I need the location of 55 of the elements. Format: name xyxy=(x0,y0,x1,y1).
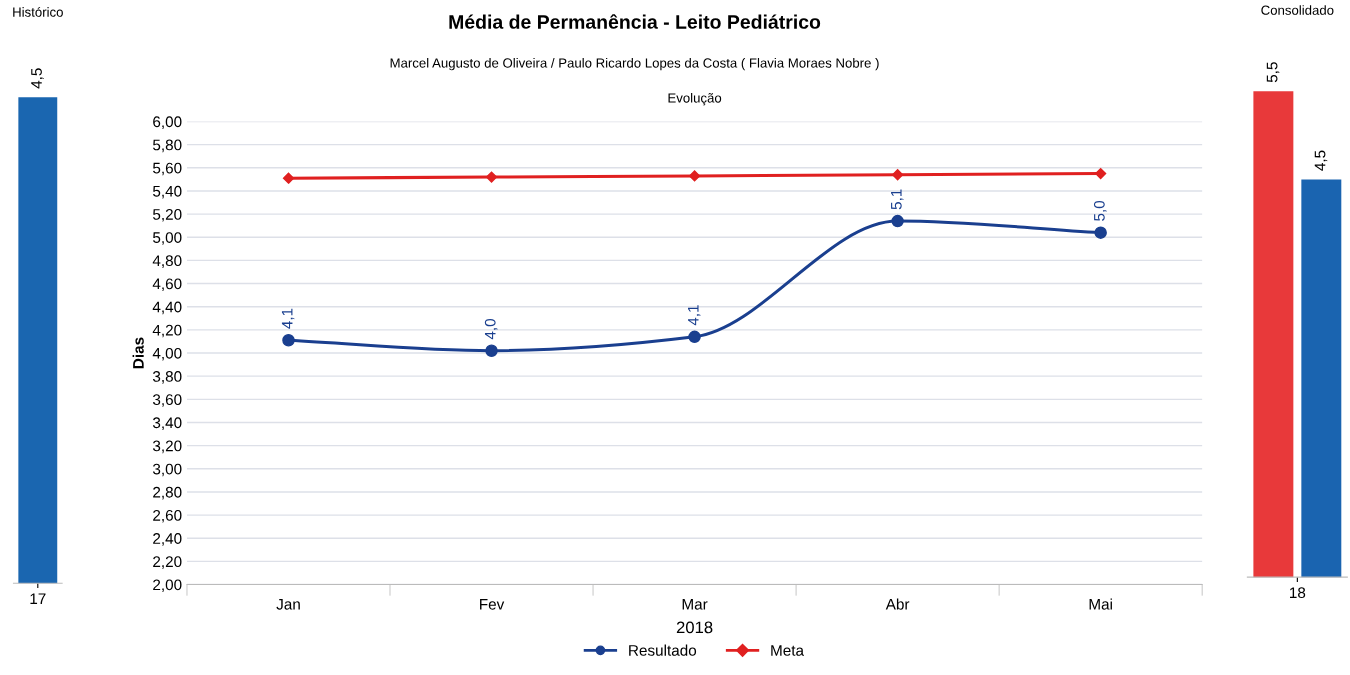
y-tick-label: 3,20 xyxy=(152,440,182,454)
x-tick-label: Mar xyxy=(682,599,708,610)
y-tick-label: 2,00 xyxy=(153,579,182,593)
point xyxy=(1094,226,1107,239)
point xyxy=(282,334,295,347)
data-label: 4,1 xyxy=(688,305,701,326)
data-label: 4,1 xyxy=(281,308,295,329)
point xyxy=(1095,167,1107,180)
legend-label: Meta xyxy=(771,645,805,656)
data-label: 4,0 xyxy=(484,318,498,340)
chart-subtitle: Marcel Augusto de Oliveira / Paulo Ricardo Lopes da Costa ( Flavia Moraes Nobre ) xyxy=(390,57,879,71)
point xyxy=(688,330,701,344)
chart-title: Histórico xyxy=(13,6,63,17)
y-tick-label: 4,80 xyxy=(152,255,182,268)
y-tick-label: 3,40 xyxy=(152,417,182,430)
point xyxy=(485,171,498,183)
y-tick-label: 2,80 xyxy=(153,486,182,500)
y-tick-label: 5,40 xyxy=(152,185,182,199)
x-tick-label: Fev xyxy=(480,599,505,610)
x-tick-label: 17 xyxy=(30,593,46,604)
x-axis-title: 2018 xyxy=(676,621,713,634)
data-label: 4,5 xyxy=(31,68,44,89)
x-tick-label: Jan xyxy=(276,599,300,610)
y-tick-label: 4,40 xyxy=(152,301,182,315)
point xyxy=(485,344,498,357)
point xyxy=(892,169,904,181)
y-tick-label: 5,60 xyxy=(152,162,182,176)
data-label: 4,5 xyxy=(1314,150,1328,171)
data-label: 5,5 xyxy=(1266,62,1280,83)
x-tick-label: Abr xyxy=(885,598,910,610)
data-label: 5,0 xyxy=(1093,200,1107,221)
chart-title: Consolidado xyxy=(1261,5,1334,15)
y-tick-label: 4,60 xyxy=(152,278,182,292)
legend-label: Resultado xyxy=(629,644,697,656)
y-tick-label: 5,00 xyxy=(152,232,182,245)
y-tick-label: 2,40 xyxy=(153,533,182,546)
point xyxy=(891,214,904,228)
y-tick-label: 6,00 xyxy=(153,116,182,129)
point xyxy=(688,170,701,182)
text: Evolução xyxy=(668,92,722,106)
x-tick-label: Mai xyxy=(1089,598,1112,610)
y-tick-label: 5,80 xyxy=(152,139,182,153)
y-tick-label: 3,00 xyxy=(152,463,182,477)
point xyxy=(282,172,295,184)
y-tick-label: 4,00 xyxy=(152,347,182,361)
y-tick-label: 2,60 xyxy=(153,509,182,523)
data-label: 5,1 xyxy=(891,189,904,210)
y-axis-title: Dias xyxy=(132,337,144,369)
y-tick-label: 3,60 xyxy=(152,394,182,407)
x-tick-label: 18 xyxy=(1290,587,1306,599)
y-tick-label: 3,80 xyxy=(152,371,182,384)
chart-title: Média de Permanência - Leito Pediátrico xyxy=(449,14,821,29)
y-tick-label: 5,20 xyxy=(152,208,182,222)
y-tick-label: 4,20 xyxy=(152,324,182,338)
y-tick-label: 2,20 xyxy=(153,556,182,569)
